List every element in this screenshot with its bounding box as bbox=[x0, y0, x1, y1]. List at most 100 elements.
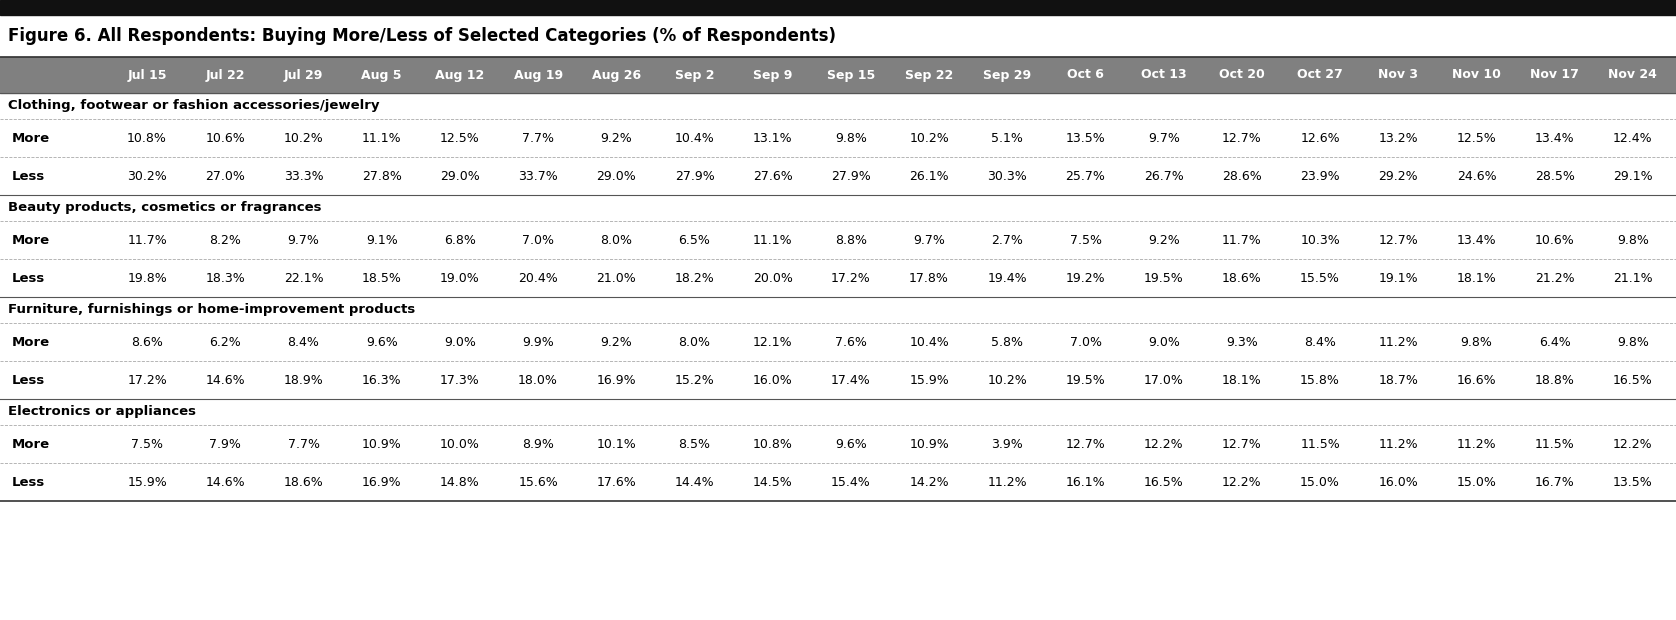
Text: 9.6%: 9.6% bbox=[365, 335, 397, 348]
Text: 2.7%: 2.7% bbox=[992, 234, 1024, 247]
Text: 14.6%: 14.6% bbox=[206, 373, 245, 386]
Text: 9.2%: 9.2% bbox=[1148, 234, 1180, 247]
Text: 16.7%: 16.7% bbox=[1535, 476, 1574, 489]
Text: 10.6%: 10.6% bbox=[206, 131, 245, 144]
Text: 21.1%: 21.1% bbox=[1612, 272, 1653, 285]
Text: 28.5%: 28.5% bbox=[1535, 169, 1575, 182]
Text: 9.8%: 9.8% bbox=[835, 131, 866, 144]
Text: 7.5%: 7.5% bbox=[131, 438, 163, 451]
Text: 27.9%: 27.9% bbox=[831, 169, 872, 182]
Text: 12.5%: 12.5% bbox=[1456, 131, 1497, 144]
Text: Jul 29: Jul 29 bbox=[283, 68, 323, 81]
Text: 14.4%: 14.4% bbox=[675, 476, 714, 489]
Text: 18.6%: 18.6% bbox=[1222, 272, 1262, 285]
Text: 10.6%: 10.6% bbox=[1535, 234, 1574, 247]
Text: 12.2%: 12.2% bbox=[1612, 438, 1653, 451]
Text: 19.0%: 19.0% bbox=[441, 272, 479, 285]
Text: 13.5%: 13.5% bbox=[1612, 476, 1653, 489]
Text: 8.0%: 8.0% bbox=[679, 335, 711, 348]
Text: 12.2%: 12.2% bbox=[1145, 438, 1183, 451]
Text: Clothing, footwear or fashion accessories/jewelry: Clothing, footwear or fashion accessorie… bbox=[8, 99, 379, 112]
Text: Nov 17: Nov 17 bbox=[1530, 68, 1579, 81]
Text: 7.7%: 7.7% bbox=[523, 131, 555, 144]
Text: 9.0%: 9.0% bbox=[444, 335, 476, 348]
Text: 14.6%: 14.6% bbox=[206, 476, 245, 489]
Text: Oct 27: Oct 27 bbox=[1297, 68, 1342, 81]
Text: Sep 9: Sep 9 bbox=[753, 68, 793, 81]
Text: 16.6%: 16.6% bbox=[1456, 373, 1497, 386]
Text: 13.4%: 13.4% bbox=[1456, 234, 1497, 247]
Text: 9.2%: 9.2% bbox=[600, 335, 632, 348]
Text: 10.9%: 10.9% bbox=[362, 438, 402, 451]
Text: 15.6%: 15.6% bbox=[518, 476, 558, 489]
Text: 29.0%: 29.0% bbox=[597, 169, 637, 182]
Text: Less: Less bbox=[12, 169, 45, 182]
Text: 12.7%: 12.7% bbox=[1222, 131, 1262, 144]
Text: 29.1%: 29.1% bbox=[1612, 169, 1653, 182]
Text: More: More bbox=[12, 234, 50, 247]
Text: 16.0%: 16.0% bbox=[1378, 476, 1418, 489]
Text: 8.4%: 8.4% bbox=[288, 335, 320, 348]
Text: 29.2%: 29.2% bbox=[1378, 169, 1418, 182]
Text: 11.7%: 11.7% bbox=[1222, 234, 1262, 247]
Text: 15.0%: 15.0% bbox=[1301, 476, 1341, 489]
Text: 11.1%: 11.1% bbox=[362, 131, 402, 144]
Text: 16.0%: 16.0% bbox=[753, 373, 793, 386]
Text: 7.9%: 7.9% bbox=[210, 438, 241, 451]
Text: 25.7%: 25.7% bbox=[1066, 169, 1106, 182]
Text: 11.2%: 11.2% bbox=[1456, 438, 1497, 451]
Text: 22.1%: 22.1% bbox=[283, 272, 323, 285]
Text: 18.1%: 18.1% bbox=[1222, 373, 1262, 386]
Text: 19.8%: 19.8% bbox=[127, 272, 168, 285]
Text: 14.8%: 14.8% bbox=[441, 476, 479, 489]
Text: Figure 6. All Respondents: Buying More/Less of Selected Categories (% of Respond: Figure 6. All Respondents: Buying More/L… bbox=[8, 27, 836, 45]
Text: 12.6%: 12.6% bbox=[1301, 131, 1339, 144]
Text: 9.6%: 9.6% bbox=[835, 438, 866, 451]
Text: 33.3%: 33.3% bbox=[283, 169, 323, 182]
Bar bbox=[0, 0, 1676, 15]
Text: 19.5%: 19.5% bbox=[1066, 373, 1106, 386]
Text: 19.4%: 19.4% bbox=[987, 272, 1027, 285]
Text: 15.4%: 15.4% bbox=[831, 476, 872, 489]
Text: 12.7%: 12.7% bbox=[1378, 234, 1418, 247]
Text: 9.9%: 9.9% bbox=[523, 335, 555, 348]
Text: 12.7%: 12.7% bbox=[1222, 438, 1262, 451]
Text: Oct 13: Oct 13 bbox=[1141, 68, 1187, 81]
Text: 6.8%: 6.8% bbox=[444, 234, 476, 247]
Text: 10.9%: 10.9% bbox=[908, 438, 949, 451]
Text: 18.0%: 18.0% bbox=[518, 373, 558, 386]
Text: 9.1%: 9.1% bbox=[365, 234, 397, 247]
Text: 10.0%: 10.0% bbox=[441, 438, 479, 451]
Text: 8.2%: 8.2% bbox=[210, 234, 241, 247]
Text: 12.4%: 12.4% bbox=[1612, 131, 1653, 144]
Text: 24.6%: 24.6% bbox=[1456, 169, 1497, 182]
Text: 17.3%: 17.3% bbox=[441, 373, 479, 386]
Text: 17.8%: 17.8% bbox=[908, 272, 949, 285]
Text: Sep 2: Sep 2 bbox=[675, 68, 714, 81]
Text: 12.1%: 12.1% bbox=[753, 335, 793, 348]
Text: Sep 15: Sep 15 bbox=[826, 68, 875, 81]
Text: 10.3%: 10.3% bbox=[1301, 234, 1341, 247]
Text: 15.9%: 15.9% bbox=[127, 476, 168, 489]
Text: Less: Less bbox=[12, 373, 45, 386]
Text: 21.0%: 21.0% bbox=[597, 272, 637, 285]
Text: 30.3%: 30.3% bbox=[987, 169, 1027, 182]
Text: 11.2%: 11.2% bbox=[1378, 438, 1418, 451]
Text: 7.7%: 7.7% bbox=[288, 438, 320, 451]
Text: 33.7%: 33.7% bbox=[518, 169, 558, 182]
Text: 6.5%: 6.5% bbox=[679, 234, 711, 247]
Text: 9.8%: 9.8% bbox=[1460, 335, 1492, 348]
Text: 11.1%: 11.1% bbox=[753, 234, 793, 247]
Text: 23.9%: 23.9% bbox=[1301, 169, 1339, 182]
Text: 18.6%: 18.6% bbox=[283, 476, 323, 489]
Text: 27.6%: 27.6% bbox=[753, 169, 793, 182]
Text: 18.8%: 18.8% bbox=[1535, 373, 1575, 386]
Text: 20.4%: 20.4% bbox=[518, 272, 558, 285]
Text: 17.6%: 17.6% bbox=[597, 476, 637, 489]
Bar bbox=[0, 57, 1676, 93]
Text: 10.8%: 10.8% bbox=[753, 438, 793, 451]
Text: 9.3%: 9.3% bbox=[1227, 335, 1257, 348]
Text: 17.2%: 17.2% bbox=[127, 373, 168, 386]
Text: 10.2%: 10.2% bbox=[908, 131, 949, 144]
Text: 9.8%: 9.8% bbox=[1617, 234, 1649, 247]
